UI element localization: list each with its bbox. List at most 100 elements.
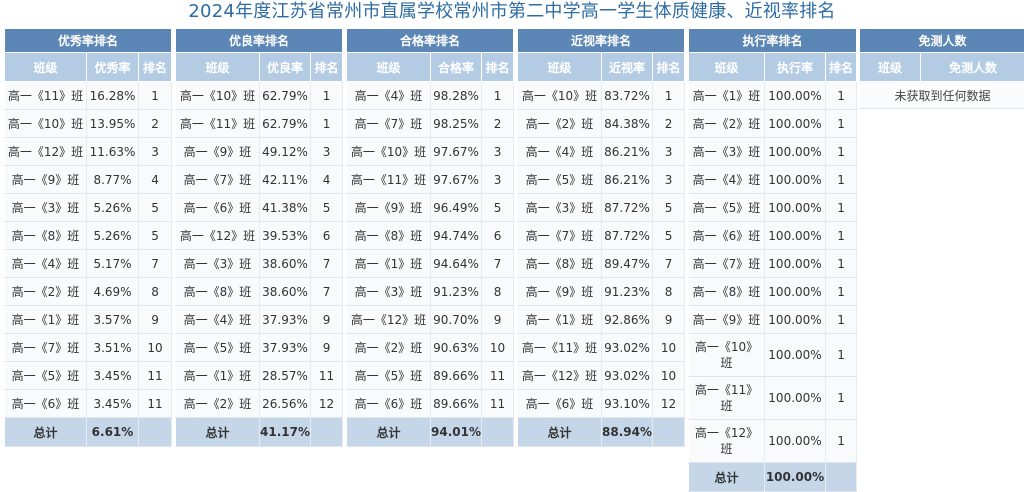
table-row[interactable]: 高一《4》班 100.00% 1 [688,165,858,194]
column-header[interactable]: 排名 [137,52,173,82]
class-name-cell: 高一《6》班 [517,389,602,418]
table-row[interactable]: 高一《7》班 3.51% 10 [4,333,173,362]
table-row[interactable]: 高一《7》班 42.11% 4 [175,165,344,194]
total-rank [309,417,344,447]
rank-cell: 9 [309,333,344,362]
column-header[interactable]: 班级 [859,52,921,82]
table-row[interactable]: 高一《4》班 37.93% 9 [175,305,344,334]
table-row[interactable]: 高一《6》班 100.00% 1 [688,221,858,250]
table-row[interactable]: 高一《2》班 4.69% 8 [4,277,173,306]
table-row[interactable]: 高一《11》班 100.00% 1 [688,376,858,420]
table-row[interactable]: 高一《2》班 90.63% 10 [346,333,515,362]
column-header[interactable]: 优良率 [259,52,311,82]
table-row[interactable]: 高一《4》班 98.28% 1 [346,81,515,110]
table-row[interactable]: 高一《3》班 38.60% 7 [175,249,344,278]
table-row[interactable]: 高一《2》班 26.56% 12 [175,389,344,418]
class-name-cell: 高一《3》班 [346,277,431,306]
column-header[interactable]: 免测人数 [919,52,1024,82]
table-row[interactable]: 高一《6》班 93.10% 12 [517,389,686,418]
rate-cell: 3.45% [86,389,139,418]
rate-cell: 94.74% [430,221,482,250]
column-header[interactable]: 班级 [517,52,602,82]
table-row[interactable]: 高一《8》班 89.47% 7 [517,249,686,278]
table-row[interactable]: 高一《3》班 100.00% 1 [688,137,858,166]
class-name-cell: 高一《12》班 [517,361,602,390]
table-row[interactable]: 高一《3》班 87.72% 5 [517,193,686,222]
table-row[interactable]: 高一《9》班 49.12% 3 [175,137,344,166]
table-row[interactable]: 高一《7》班 100.00% 1 [688,249,858,278]
table-row[interactable]: 高一《10》班 83.72% 1 [517,81,686,110]
column-header[interactable]: 合格率 [430,52,482,82]
table-row[interactable]: 高一《1》班 3.57% 9 [4,305,173,334]
table-row[interactable]: 高一《7》班 98.25% 2 [346,109,515,138]
table-row[interactable]: 高一《5》班 100.00% 1 [688,193,858,222]
column-header[interactable]: 班级 [175,52,260,82]
rate-cell: 100.00% [764,249,826,278]
column-header[interactable]: 班级 [688,52,765,82]
table-row[interactable]: 高一《9》班 91.23% 8 [517,277,686,306]
table-row[interactable]: 高一《8》班 38.60% 7 [175,277,344,306]
table-row[interactable]: 高一《11》班 16.28% 1 [4,81,173,110]
class-name-cell: 高一《4》班 [346,81,431,110]
column-header[interactable]: 执行率 [764,52,826,82]
table-row[interactable]: 高一《11》班 93.02% 10 [517,333,686,362]
class-name-cell: 高一《10》班 [688,333,765,377]
table-row[interactable]: 高一《6》班 89.66% 11 [346,389,515,418]
column-header[interactable]: 排名 [309,52,344,82]
table-row[interactable]: 高一《2》班 84.38% 2 [517,109,686,138]
class-name-cell: 高一《4》班 [688,165,765,194]
column-header[interactable]: 排名 [824,52,858,82]
total-value: 94.01% [430,417,482,447]
rate-cell: 89.66% [430,389,482,418]
table-row[interactable]: 高一《4》班 86.21% 3 [517,137,686,166]
column-header[interactable]: 班级 [4,52,87,82]
table-row[interactable]: 高一《12》班 100.00% 1 [688,419,858,463]
class-name-cell: 高一《11》班 [4,81,87,110]
table-row[interactable]: 高一《4》班 5.17% 7 [4,249,173,278]
table-row[interactable]: 高一《1》班 28.57% 11 [175,361,344,390]
table-row[interactable]: 高一《3》班 5.26% 5 [4,193,173,222]
column-header[interactable]: 排名 [480,52,515,82]
column-header[interactable]: 排名 [651,52,686,82]
rate-cell: 100.00% [764,193,826,222]
table-row[interactable]: 高一《11》班 62.79% 1 [175,109,344,138]
table-row[interactable]: 高一《9》班 100.00% 1 [688,305,858,334]
rank-cell: 1 [824,221,858,250]
panel-header: 优良率排名 [174,28,344,53]
table-row[interactable]: 高一《5》班 37.93% 9 [175,333,344,362]
table-row[interactable]: 高一《12》班 90.70% 9 [346,305,515,334]
table-row[interactable]: 高一《5》班 89.66% 11 [346,361,515,390]
table-row[interactable]: 高一《8》班 94.74% 6 [346,221,515,250]
table-row[interactable]: 高一《8》班 100.00% 1 [688,277,858,306]
table-row[interactable]: 高一《12》班 39.53% 6 [175,221,344,250]
table-row[interactable]: 高一《3》班 91.23% 8 [346,277,515,306]
table-row[interactable]: 高一《5》班 3.45% 11 [4,361,173,390]
rank-cell: 1 [824,376,858,420]
column-header[interactable]: 近视率 [601,52,653,82]
table-row[interactable]: 高一《10》班 97.67% 3 [346,137,515,166]
table-row[interactable]: 高一《9》班 8.77% 4 [4,165,173,194]
table-row[interactable]: 高一《7》班 87.72% 5 [517,221,686,250]
table-row[interactable]: 高一《10》班 100.00% 1 [688,333,858,377]
table-row[interactable]: 高一《11》班 97.67% 3 [346,165,515,194]
table-row[interactable]: 高一《1》班 92.86% 9 [517,305,686,334]
table-row[interactable]: 高一《6》班 41.38% 5 [175,193,344,222]
table-row[interactable]: 高一《10》班 62.79% 1 [175,81,344,110]
table-row[interactable]: 高一《2》班 100.00% 1 [688,109,858,138]
column-header-row: 班级 合格率 排名 [346,52,515,82]
rank-cell: 1 [651,81,686,110]
table-row[interactable]: 高一《5》班 86.21% 3 [517,165,686,194]
table-row[interactable]: 高一《9》班 96.49% 5 [346,193,515,222]
table-row[interactable]: 高一《12》班 93.02% 10 [517,361,686,390]
total-row: 总计 6.61% [4,417,173,447]
table-row[interactable]: 高一《1》班 94.64% 7 [346,249,515,278]
table-row[interactable]: 高一《8》班 5.26% 5 [4,221,173,250]
table-row[interactable]: 高一《12》班 11.63% 3 [4,137,173,166]
table-row[interactable]: 高一《10》班 13.95% 2 [4,109,173,138]
column-header[interactable]: 优秀率 [86,52,139,82]
table-row[interactable]: 高一《6》班 3.45% 11 [4,389,173,418]
rate-cell: 100.00% [764,376,826,420]
class-name-cell: 高一《1》班 [517,305,602,334]
table-row[interactable]: 高一《1》班 100.00% 1 [688,81,858,110]
column-header[interactable]: 班级 [346,52,431,82]
